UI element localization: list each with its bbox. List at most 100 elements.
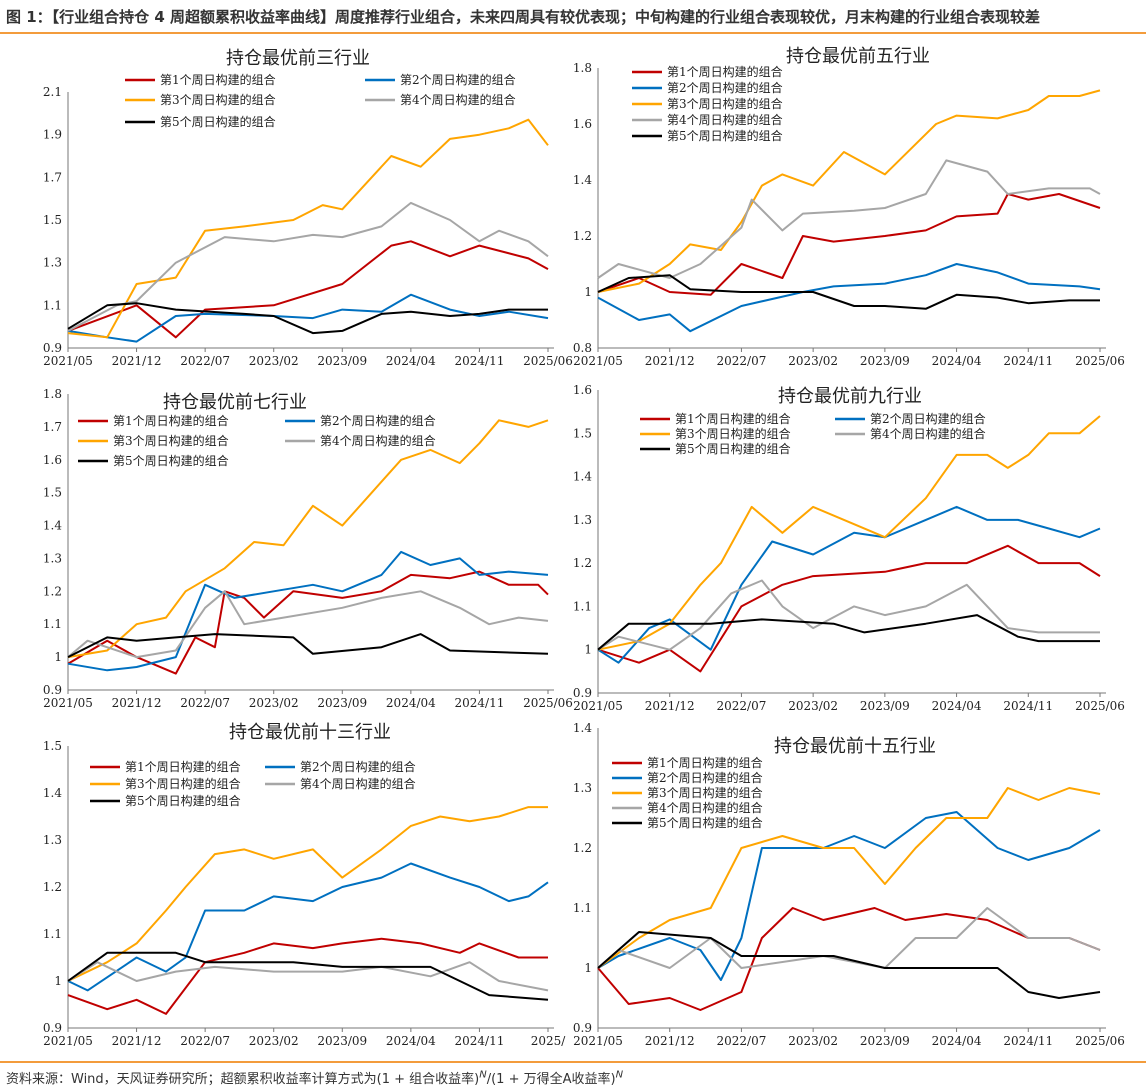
- legend-label: 第5个周日构建的组合: [125, 793, 241, 808]
- legend-label: 第3个周日构建的组合: [160, 92, 276, 107]
- series-line-3: [67, 806, 548, 982]
- y-tick-label: 1: [584, 961, 592, 975]
- series-line-5: [67, 302, 548, 335]
- x-tick-label: 2024/11: [454, 696, 504, 710]
- y-tick-label: 1.6: [43, 453, 62, 467]
- series-line-2: [597, 811, 1101, 981]
- y-tick-label: 1.3: [43, 833, 62, 847]
- x-tick-label: 2023/09: [317, 696, 367, 710]
- y-tick-label: 1.1: [43, 617, 62, 631]
- x-tick-label: 2023/02: [249, 696, 299, 710]
- x-tick-label: 2021/05: [573, 699, 623, 713]
- source-note: 资料来源：Wind，天风证券研究所；超额累积收益率计算方式为(1 + 组合收益率…: [6, 1068, 623, 1087]
- y-tick-label: 1.1: [573, 599, 592, 613]
- panel-title: 持仓最优前十五行业: [774, 736, 936, 757]
- y-tick-label: 1.3: [43, 256, 62, 270]
- panel-title: 持仓最优前十三行业: [229, 722, 391, 743]
- legend-label: 第1个周日构建的组合: [113, 413, 229, 428]
- series-line-2: [597, 505, 1101, 664]
- bottom-divider: [0, 1061, 1146, 1063]
- x-tick-label: 2023/02: [249, 1034, 299, 1048]
- legend-label: 第2个周日构建的组合: [300, 759, 416, 774]
- panel-3: 持仓最优前七行业 0.9 1 1.1 1.2 1.3 1.4 1.5 1.6 1.7 1.8 2021…: [43, 387, 573, 710]
- legend-label: 第4个周日构建的组合: [320, 433, 436, 448]
- x-tick-label: 2023/02: [788, 354, 838, 368]
- series-line-1: [67, 240, 549, 339]
- series-line-1: [67, 937, 548, 1015]
- x-tick-label: 2024/11: [454, 1034, 504, 1048]
- y-tick-label: 1.3: [43, 551, 62, 565]
- x-tick-label: 2024/04: [386, 354, 436, 368]
- x-tick-label: 2022/07: [180, 1034, 230, 1048]
- y-tick-label: 1.4: [573, 173, 592, 187]
- panel-title: 持仓最优前三行业: [226, 48, 370, 69]
- x-tick-label: 2024/11: [1003, 699, 1053, 713]
- x-tick-label: 2024/04: [932, 1034, 982, 1048]
- legend-label: 第5个周日构建的组合: [113, 453, 229, 468]
- y-tick-label: 1.3: [573, 781, 592, 795]
- legend-label: 第2个周日构建的组合: [400, 72, 516, 87]
- series-line-2: [67, 862, 549, 992]
- series-line-3: [597, 415, 1101, 651]
- x-tick-label: 2021/12: [645, 1034, 695, 1048]
- legend-label: 第5个周日构建的组合: [675, 441, 791, 456]
- x-tick-label: 2025/06: [523, 696, 573, 710]
- source-text: 资料来源：Wind，天风证券研究所；超额累积收益率计算方式为(1 + 组合收益率…: [6, 1072, 480, 1087]
- source-sup-1: N: [479, 1069, 487, 1081]
- legend-label: 第4个周日构建的组合: [400, 92, 516, 107]
- legend-label: 第4个周日构建的组合: [667, 112, 783, 127]
- x-tick-label: 2021/05: [43, 1034, 93, 1048]
- y-tick-label: 1.5: [43, 486, 62, 500]
- y-tick-label: 1.9: [43, 128, 62, 142]
- x-tick-label: 2021/05: [43, 354, 93, 368]
- legend-label: 第1个周日构建的组合: [647, 755, 763, 770]
- top-divider: [0, 32, 1146, 34]
- x-tick-label: 2021/12: [645, 699, 695, 713]
- legend-label: 第3个周日构建的组合: [647, 785, 763, 800]
- legend-label: 第2个周日构建的组合: [870, 411, 986, 426]
- series-line-5: [597, 614, 1100, 651]
- legend-label: 第2个周日构建的组合: [320, 413, 436, 428]
- panel-title: 持仓最优前七行业: [163, 392, 307, 413]
- x-tick-label: 2021/05: [573, 354, 623, 368]
- x-tick-label: 2024/04: [386, 1034, 436, 1048]
- series-line-1: [597, 193, 1101, 296]
- series-line-5: [67, 633, 549, 658]
- y-tick-label: 0.9: [43, 683, 62, 697]
- panel-4: 持仓最优前九行业 0.9 1 1.1 1.2 1.3 1.4 1.5 1.6 2021/05 202…: [573, 383, 1125, 713]
- x-tick-label: 2024/11: [454, 354, 504, 368]
- x-tick-label: 2023/02: [249, 354, 299, 368]
- x-tick-label: 2024/04: [932, 699, 982, 713]
- legend-label: 第2个周日构建的组合: [647, 770, 763, 785]
- legend-label: 第1个周日构建的组合: [667, 64, 783, 79]
- panel-5: 持仓最优前十三行业 0.9 1 1.1 1.2 1.3 1.4 1.5 2021/05 2021/…: [43, 722, 566, 1048]
- x-tick-label: 2025/06: [1075, 354, 1125, 368]
- series-line-2: [67, 550, 549, 672]
- y-tick-label: 0.9: [43, 1021, 62, 1035]
- x-tick-label: 2022/07: [716, 354, 766, 368]
- y-tick-label: 1.4: [43, 786, 62, 800]
- legend-label: 第1个周日构建的组合: [160, 72, 276, 87]
- y-tick-label: 1.2: [43, 880, 62, 894]
- legend-label: 第4个周日构建的组合: [870, 426, 986, 441]
- legend-label: 第3个周日构建的组合: [113, 433, 229, 448]
- series-line-5: [67, 951, 549, 1001]
- y-tick-label: 1.2: [43, 584, 62, 598]
- x-tick-label: 2021/12: [112, 1034, 162, 1048]
- x-tick-label: 2021/05: [573, 1034, 623, 1048]
- panel-6: 持仓最优前十五行业 0.9 1 1.1 1.2 1.3 1.4 2021/05 2021/12 2…: [573, 721, 1125, 1048]
- x-tick-label: 2022/07: [716, 699, 766, 713]
- x-tick-label: 2021/12: [112, 354, 162, 368]
- legend-label: 第3个周日构建的组合: [675, 426, 791, 441]
- x-tick-label: 2025/06: [1075, 699, 1125, 713]
- legend-label: 第5个周日构建的组合: [667, 128, 783, 143]
- legend-label: 第4个周日构建的组合: [647, 800, 763, 815]
- y-tick-label: 1.3: [573, 513, 592, 527]
- y-tick-label: 1.5: [573, 426, 592, 440]
- panel-title: 持仓最优前五行业: [786, 46, 930, 67]
- y-tick-label: 0.9: [43, 341, 62, 355]
- y-tick-label: 1.6: [573, 383, 592, 397]
- x-tick-label: 2023/09: [860, 354, 910, 368]
- y-tick-label: 1.8: [43, 387, 62, 401]
